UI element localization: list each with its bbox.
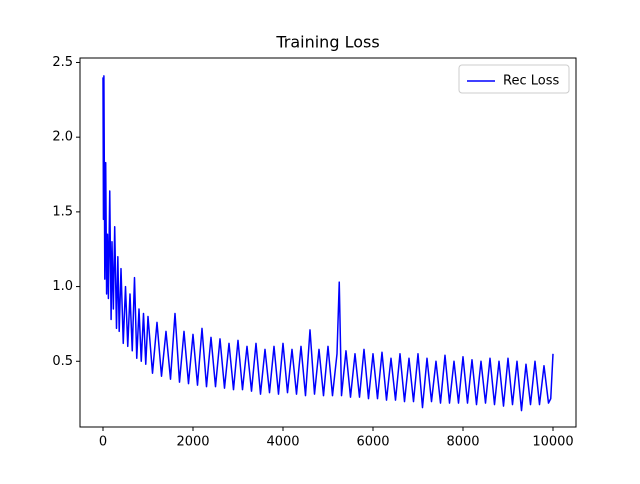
x-tick-label: 4000 (266, 435, 299, 450)
y-tick-label: 0.5 (52, 354, 73, 369)
loss-line (102, 75, 554, 412)
y-tick-label: 2.0 (52, 130, 73, 145)
y-tick-label: 1.0 (52, 279, 73, 294)
x-tick-label: 10000 (532, 435, 573, 450)
x-tick-label: 0 (99, 435, 107, 450)
y-tick-label: 1.5 (52, 204, 73, 219)
legend-box (458, 64, 570, 94)
axes-frame (79, 57, 577, 428)
x-tick-label: 6000 (356, 435, 389, 450)
chart-title: Training Loss (275, 33, 379, 52)
x-tick-label: 2000 (176, 435, 209, 450)
y-tick-label: 2.5 (52, 55, 73, 70)
legend-label: Rec Loss (503, 74, 559, 89)
x-tick-label: 8000 (446, 435, 479, 450)
